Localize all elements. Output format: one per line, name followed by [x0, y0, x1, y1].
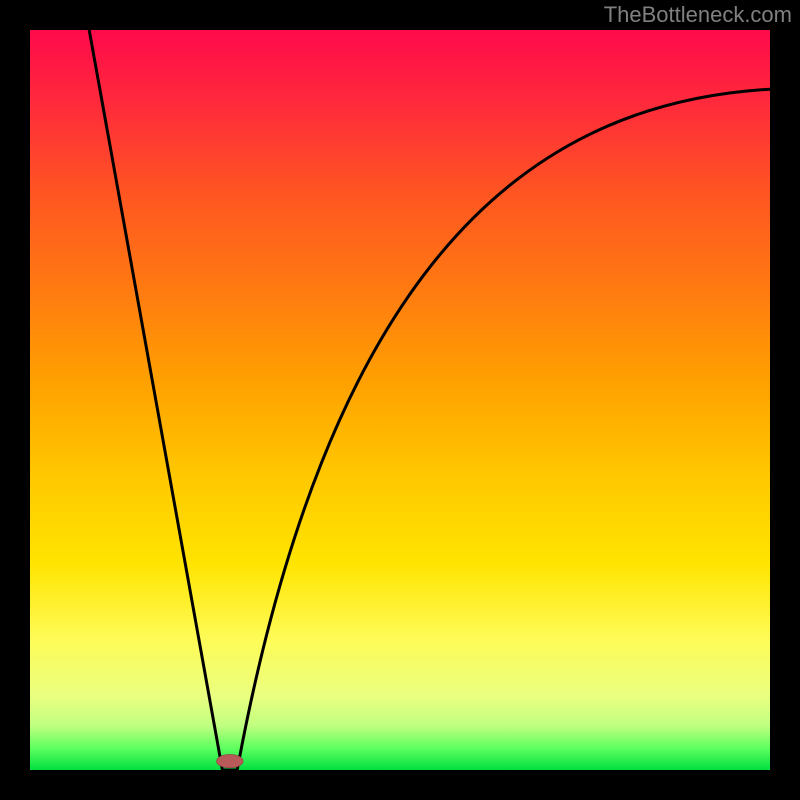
watermark: TheBottleneck.com — [604, 2, 792, 28]
optimum-marker — [216, 754, 243, 767]
chart-container: TheBottleneck.com — [0, 0, 800, 800]
bottleneck-chart — [0, 0, 800, 800]
